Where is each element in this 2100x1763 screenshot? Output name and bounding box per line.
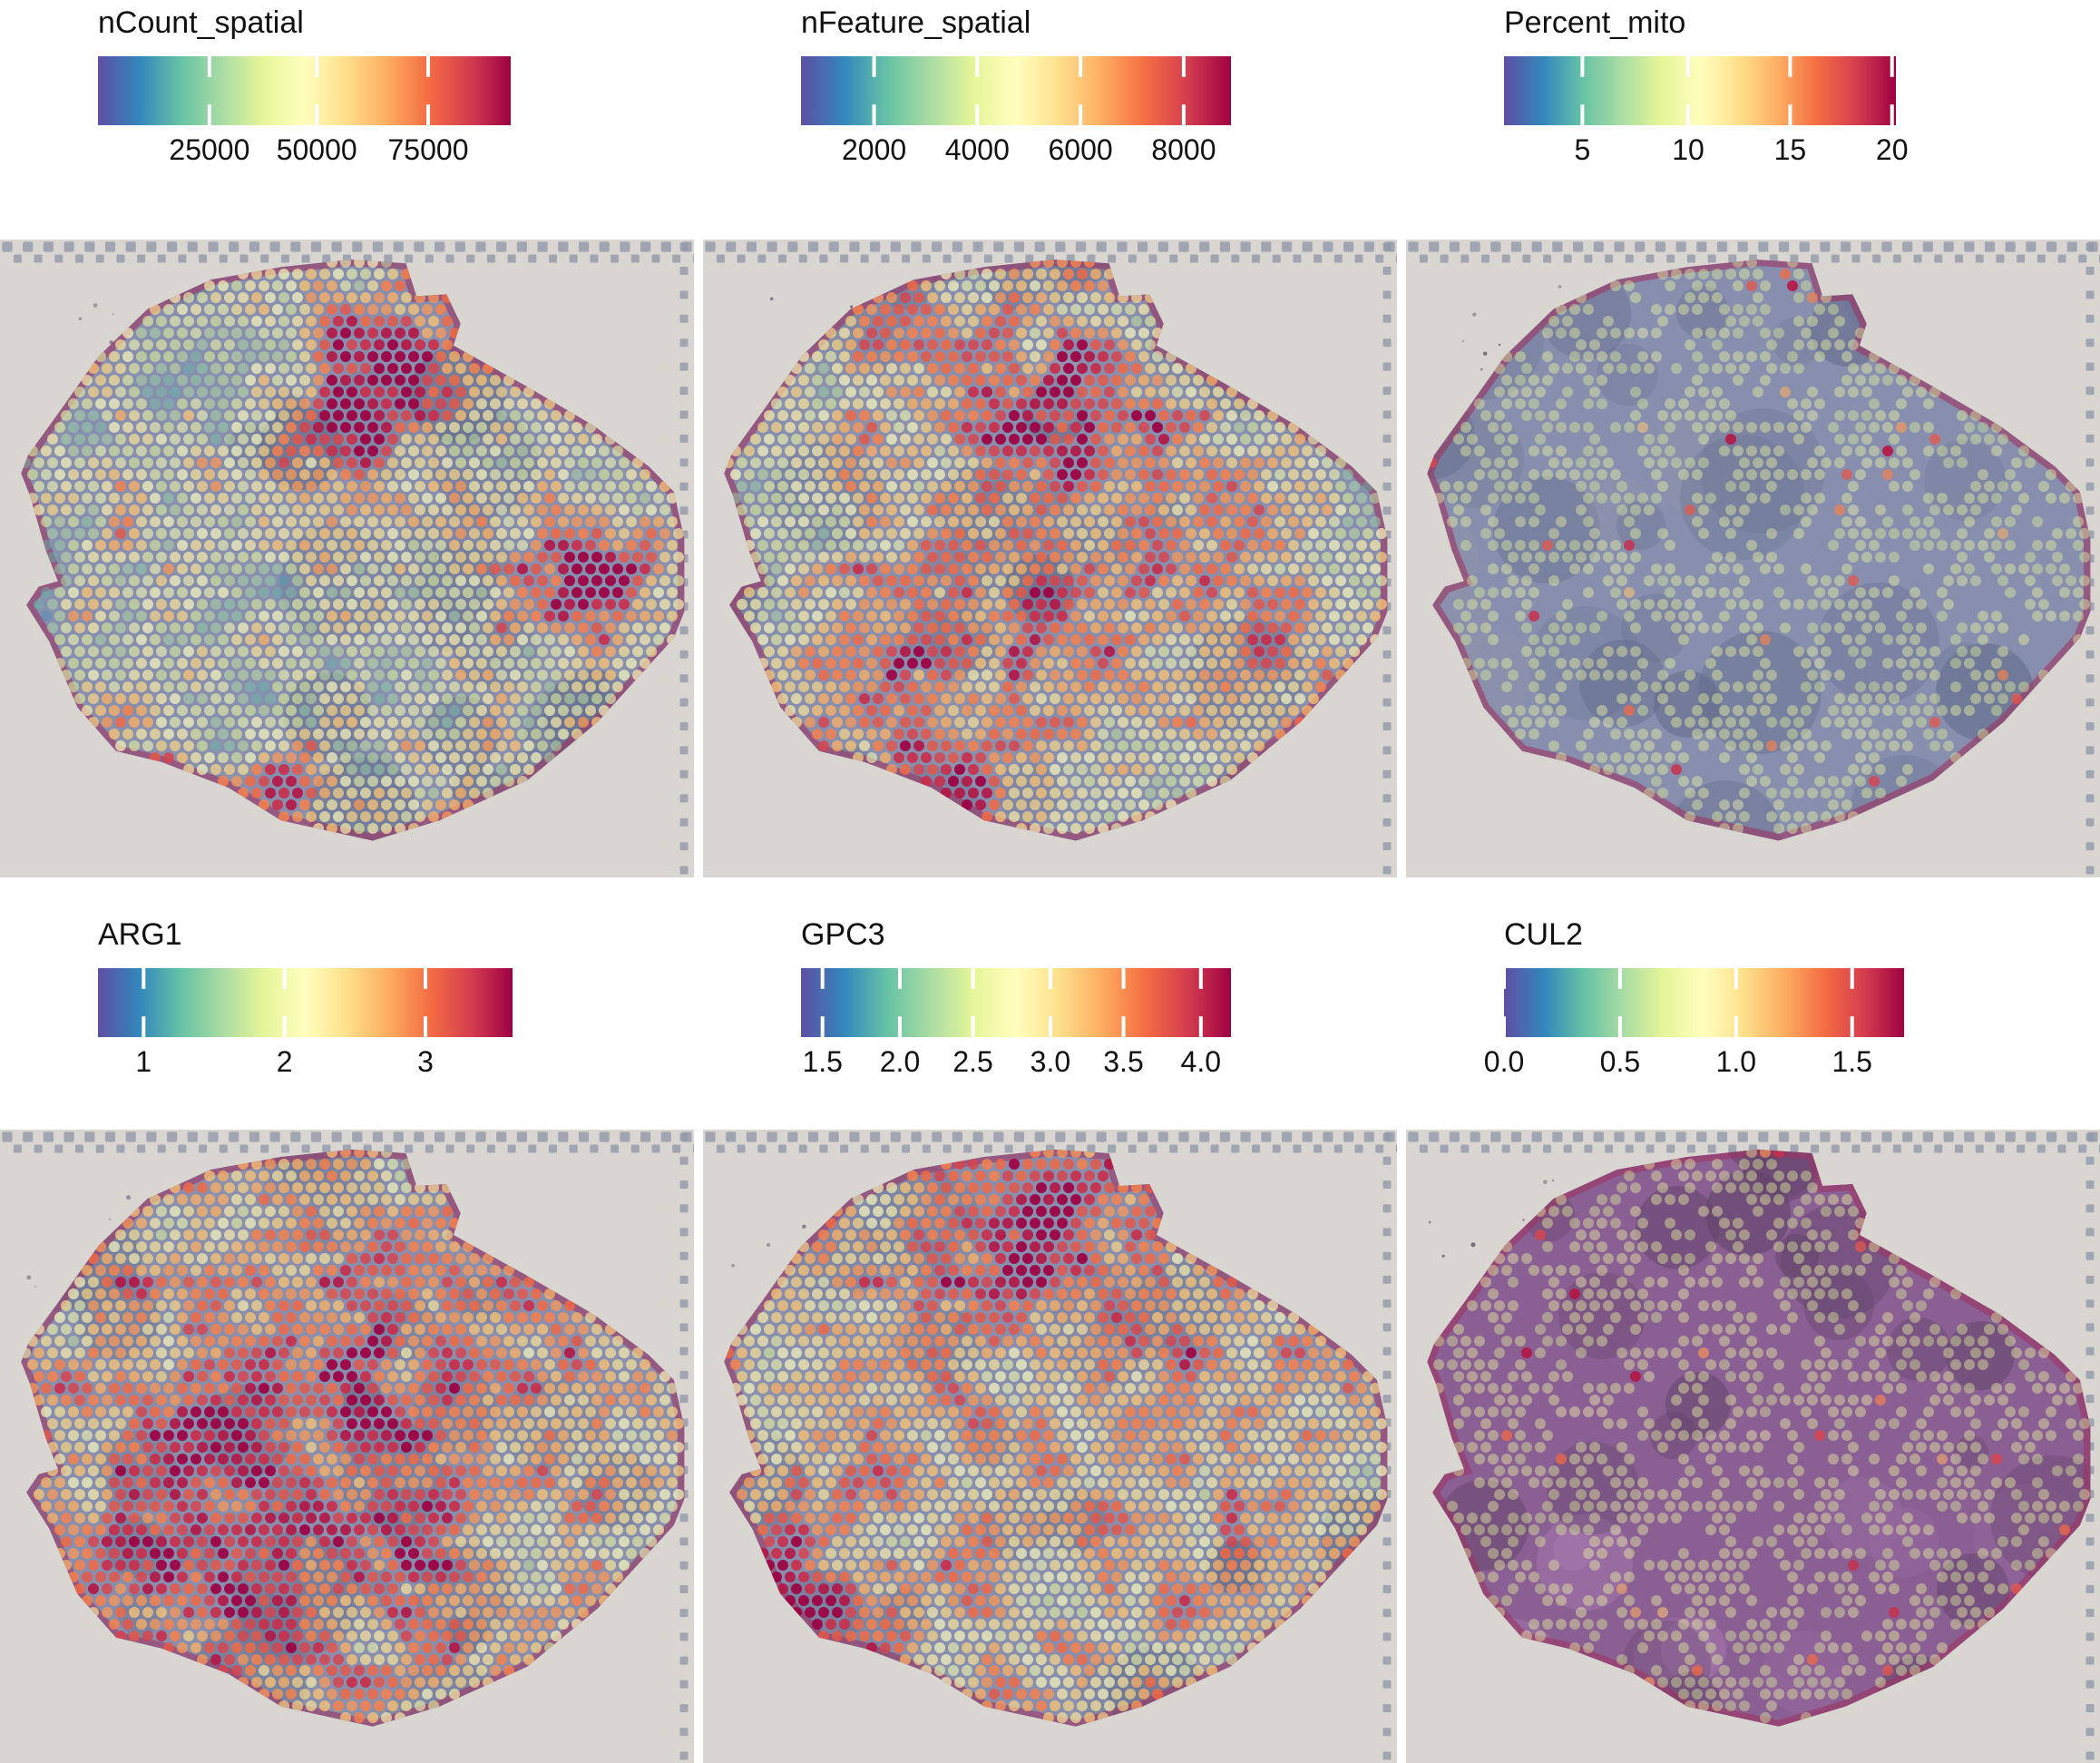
svg-text:15: 15 <box>1774 133 1807 166</box>
svg-text:50000: 50000 <box>277 133 357 166</box>
svg-text:1: 1 <box>135 1045 151 1078</box>
svg-text:5: 5 <box>1575 133 1591 166</box>
svg-text:10: 10 <box>1672 133 1704 166</box>
svg-text:20: 20 <box>1876 133 1909 166</box>
svg-text:2: 2 <box>277 1045 293 1078</box>
svg-text:6000: 6000 <box>1049 133 1113 166</box>
svg-text:3: 3 <box>417 1045 434 1078</box>
svg-text:8000: 8000 <box>1151 133 1216 166</box>
svg-text:75000: 75000 <box>388 133 469 166</box>
svg-text:25000: 25000 <box>169 133 249 166</box>
svg-text:2000: 2000 <box>842 133 906 166</box>
svg-text:4000: 4000 <box>945 133 1010 166</box>
